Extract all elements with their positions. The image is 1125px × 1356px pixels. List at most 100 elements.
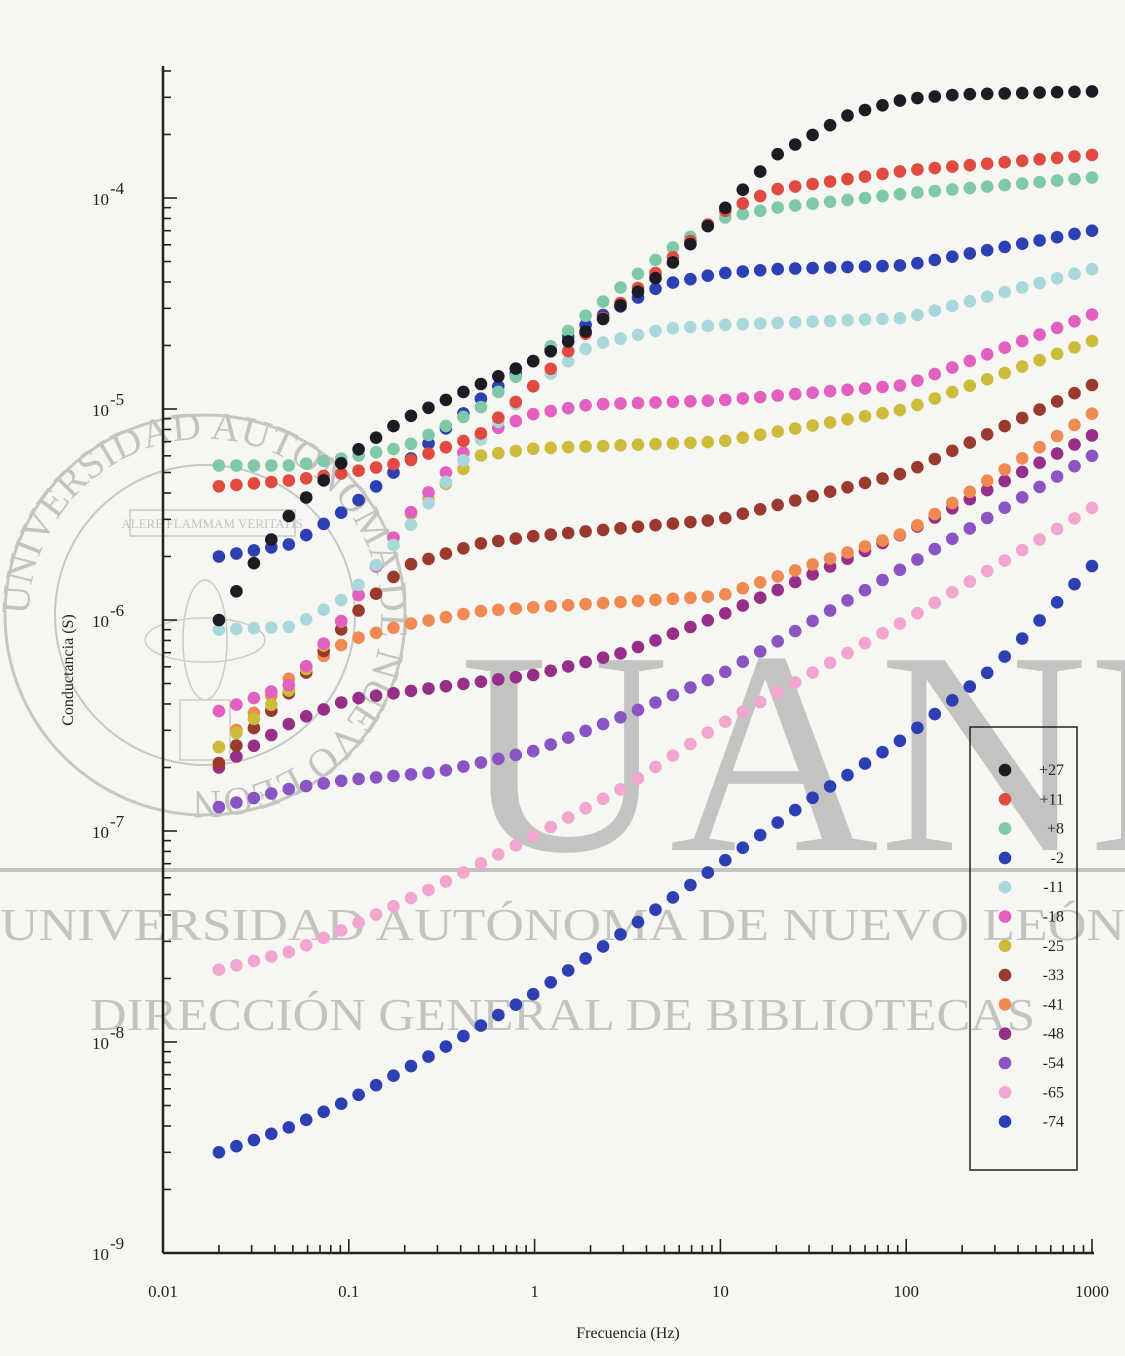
data-point bbox=[387, 687, 400, 700]
data-point bbox=[946, 694, 959, 707]
data-point bbox=[928, 367, 942, 381]
y-tick-label: 10 bbox=[92, 823, 109, 842]
data-point bbox=[998, 366, 1011, 380]
legend-label: +27 bbox=[1039, 762, 1064, 779]
data-point bbox=[998, 341, 1011, 355]
data-point bbox=[334, 638, 348, 652]
data-point bbox=[1050, 596, 1064, 609]
data-point bbox=[858, 476, 872, 490]
data-point bbox=[352, 772, 365, 786]
data-point bbox=[666, 749, 680, 762]
data-point bbox=[1085, 171, 1099, 184]
data-point bbox=[928, 161, 942, 175]
data-point bbox=[631, 285, 645, 299]
data-point bbox=[858, 103, 872, 117]
data-point bbox=[928, 542, 942, 556]
data-point bbox=[649, 282, 662, 296]
data-point bbox=[893, 379, 907, 392]
data-point bbox=[893, 528, 907, 541]
y-tick-label: 10 bbox=[92, 1245, 109, 1264]
data-point bbox=[247, 721, 261, 735]
data-point bbox=[649, 396, 662, 409]
data-point bbox=[1068, 150, 1081, 163]
data-point bbox=[946, 585, 959, 599]
data-point bbox=[509, 444, 523, 458]
data-point bbox=[509, 532, 523, 545]
data-point bbox=[422, 614, 435, 627]
data-point bbox=[474, 604, 488, 618]
data-point bbox=[352, 691, 365, 705]
data-point bbox=[1068, 438, 1081, 451]
data-point bbox=[474, 377, 488, 391]
data-point bbox=[1015, 281, 1029, 294]
data-point bbox=[265, 698, 278, 711]
data-point bbox=[1015, 543, 1029, 557]
data-point bbox=[649, 324, 662, 338]
data-point bbox=[1050, 347, 1064, 361]
data-point bbox=[649, 437, 662, 451]
data-point bbox=[980, 290, 994, 304]
data-point bbox=[526, 379, 540, 393]
data-point bbox=[561, 324, 575, 338]
data-point bbox=[911, 163, 924, 176]
data-point bbox=[387, 538, 400, 552]
legend-label: +8 bbox=[1047, 821, 1064, 838]
data-point bbox=[701, 219, 715, 233]
data-point bbox=[526, 601, 540, 614]
data-point bbox=[980, 180, 994, 193]
data-point bbox=[649, 518, 662, 532]
data-point bbox=[1015, 154, 1029, 168]
data-point bbox=[998, 419, 1011, 433]
data-point bbox=[946, 160, 959, 173]
series-minus33 bbox=[212, 378, 1099, 770]
data-point bbox=[212, 704, 226, 718]
data-point bbox=[1085, 407, 1099, 421]
data-point bbox=[492, 446, 505, 460]
data-point bbox=[1050, 447, 1064, 460]
data-point bbox=[841, 383, 854, 397]
data-point bbox=[911, 721, 924, 735]
data-point bbox=[526, 442, 540, 456]
data-point bbox=[509, 395, 523, 409]
data-point bbox=[369, 558, 383, 572]
data-point bbox=[1015, 334, 1029, 348]
data-point bbox=[230, 739, 243, 752]
data-point bbox=[247, 954, 261, 968]
data-point bbox=[579, 801, 592, 815]
legend-label: -33 bbox=[1043, 967, 1064, 984]
data-point bbox=[387, 419, 400, 433]
data-point bbox=[753, 828, 767, 842]
data-point bbox=[230, 459, 243, 472]
data-point bbox=[352, 443, 365, 456]
data-point bbox=[893, 165, 907, 178]
data-point bbox=[1033, 480, 1046, 494]
data-point bbox=[788, 564, 802, 577]
data-point bbox=[841, 172, 854, 186]
data-point bbox=[1050, 151, 1064, 165]
data-point bbox=[719, 853, 732, 867]
data-point bbox=[753, 317, 767, 330]
series-plus27 bbox=[212, 85, 1099, 627]
data-point bbox=[299, 613, 313, 626]
data-point bbox=[806, 419, 819, 432]
data-point bbox=[946, 496, 959, 510]
data-point bbox=[509, 998, 523, 1011]
legend-marker bbox=[998, 793, 1012, 806]
data-point bbox=[230, 1139, 243, 1153]
data-point bbox=[334, 924, 348, 937]
data-point bbox=[1033, 86, 1046, 99]
data-point bbox=[788, 387, 802, 401]
data-point bbox=[526, 668, 540, 682]
data-point bbox=[963, 181, 977, 195]
data-point bbox=[212, 613, 226, 627]
data-point bbox=[1068, 459, 1081, 473]
data-point bbox=[1050, 321, 1064, 335]
data-point bbox=[841, 646, 854, 660]
data-point bbox=[998, 474, 1011, 488]
data-point bbox=[823, 195, 837, 209]
data-point bbox=[509, 602, 523, 615]
data-point bbox=[596, 312, 610, 326]
data-point bbox=[701, 726, 715, 739]
data-point bbox=[736, 431, 750, 445]
data-point bbox=[352, 493, 365, 507]
